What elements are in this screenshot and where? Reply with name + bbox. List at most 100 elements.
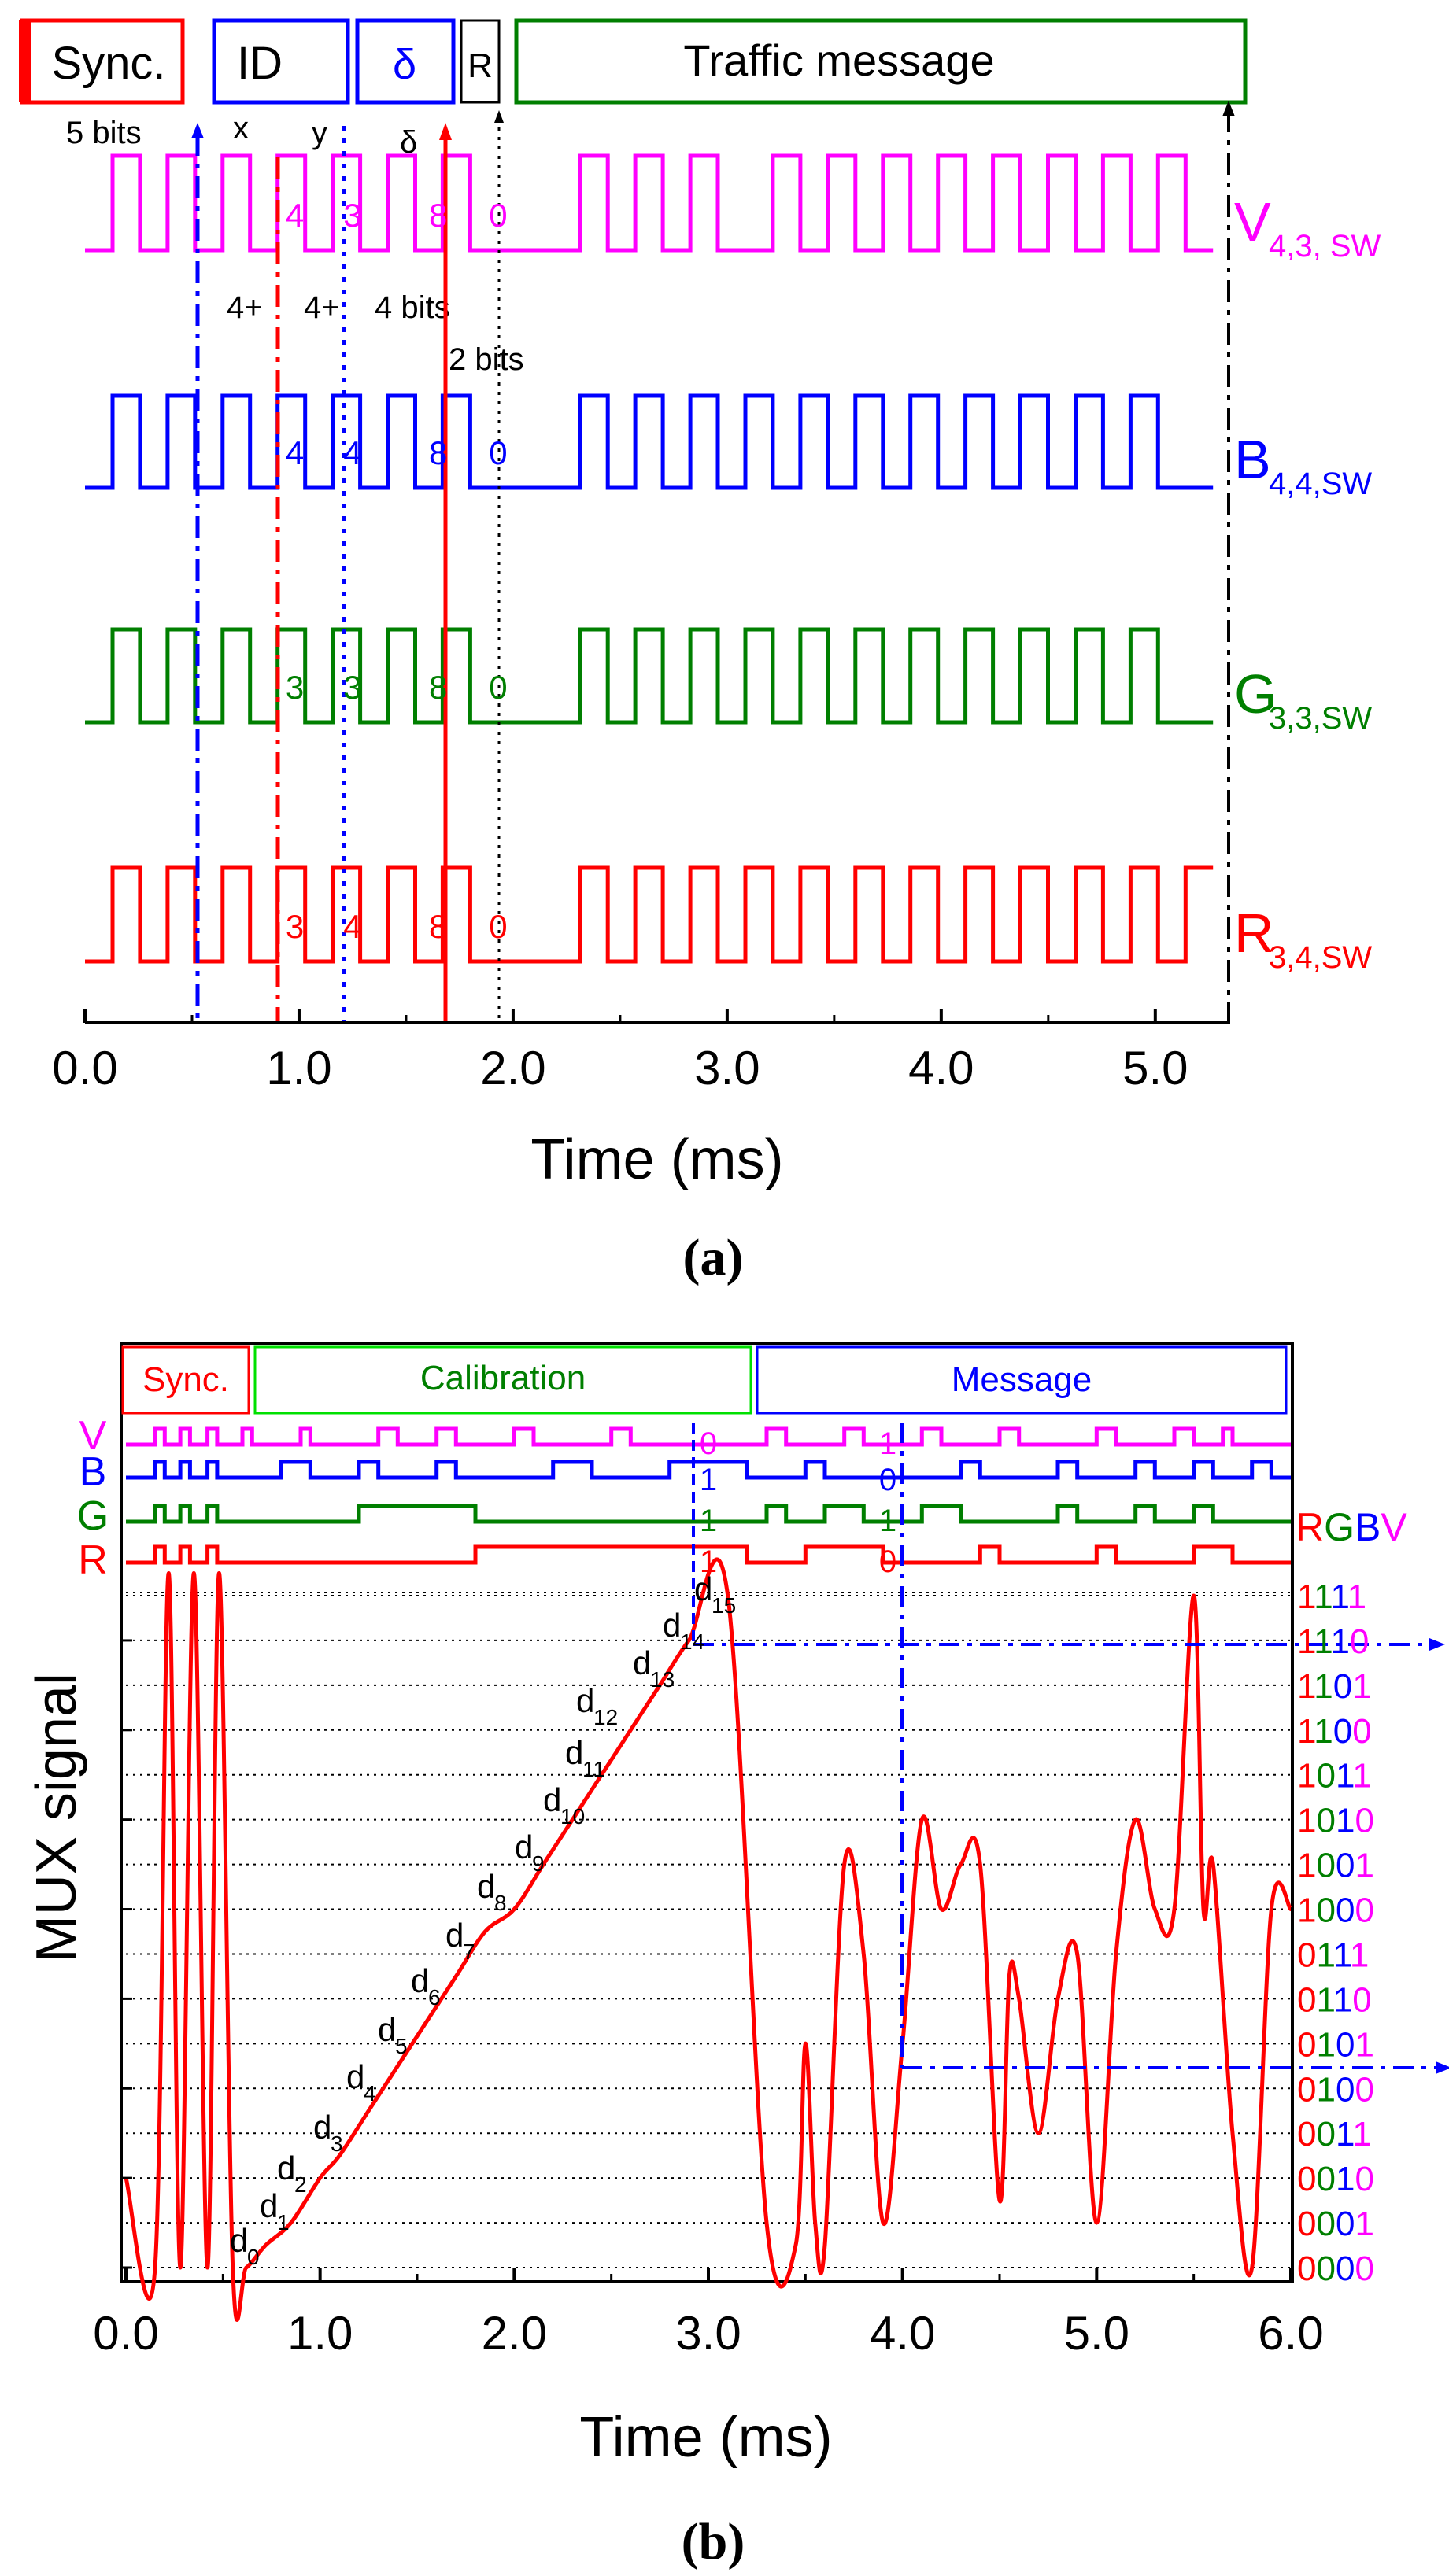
bit-mark: 0 <box>879 1463 896 1497</box>
calibration-step-sub: 13 <box>650 1667 675 1692</box>
calibration-step-sub: 12 <box>593 1705 618 1729</box>
code-label: 0010 <box>1297 2160 1374 2198</box>
bit-mark: 1 <box>700 1544 717 1579</box>
channel-digit: 8 <box>429 908 447 945</box>
channel-label-sub: 3,3,SW <box>1269 701 1372 736</box>
reference-lines-b <box>692 1423 1449 2074</box>
calibration-step-sub: 9 <box>532 1851 545 1876</box>
sync-label: Sync. <box>51 38 165 89</box>
calibration-step-sub: 15 <box>712 1593 736 1618</box>
calibration-step-label: d <box>378 2011 396 2048</box>
x-tick-label: 2.0 <box>480 1042 545 1094</box>
calibration-step-label: d <box>230 2222 248 2259</box>
traffic-box <box>514 18 1248 105</box>
mini-channel-trace <box>126 1460 1291 1480</box>
code-label: 0111 <box>1297 1936 1369 1974</box>
channel-label-sub: 3,4,SW <box>1269 940 1372 975</box>
mux-signal-line <box>124 1557 1293 2322</box>
calibration-step-label: d <box>543 1781 561 1818</box>
channel-digit: 4 <box>343 908 361 945</box>
waveform-r <box>85 865 1214 964</box>
channel-digit: 0 <box>489 434 507 471</box>
x-tick-label: 0.0 <box>93 2307 158 2360</box>
calibration-step-label: d <box>663 1607 681 1644</box>
channel-label-v: V <box>1234 191 1271 253</box>
sync-box-b <box>121 1345 250 1415</box>
x-tick-label: 4.0 <box>908 1042 974 1094</box>
calibration-step-label: d <box>411 1962 429 1999</box>
annotation-y: y <box>312 116 327 150</box>
x-tick-label: 5.0 <box>1064 2307 1129 2360</box>
calibration-step-label: d <box>576 1682 594 1719</box>
delta-label: δ <box>393 41 416 88</box>
annotation-x: x <box>233 111 249 146</box>
channel-text-a: 4 3 8 0 V4,3, SW 4 4 8 0 B4,4,SW 3 3 8 0 G3,3,SW 3 4 8 0 R3… <box>286 191 1381 975</box>
x-tick-label: 3.0 <box>675 2307 741 2360</box>
waveform-v <box>85 153 1214 253</box>
x-tick-label: 5.0 <box>1122 1042 1188 1094</box>
annotation-5bits: 5 bits <box>66 116 142 150</box>
annotation-id-x-bits: 4+ <box>227 290 263 325</box>
calibration-step-sub: 14 <box>680 1629 704 1654</box>
x-tick-label: 2.0 <box>482 2307 547 2360</box>
mini-channel-trace <box>126 1426 1291 1447</box>
channel-digit: 0 <box>489 908 507 945</box>
level-grid-b <box>126 1592 1291 2268</box>
code-label: 1100 <box>1297 1712 1372 1751</box>
x-tick-label: 1.0 <box>287 2307 353 2360</box>
bit-mark: 1 <box>879 1426 896 1461</box>
sync-box-accent <box>19 20 31 102</box>
channel-digit: 8 <box>429 434 447 471</box>
marker-message-arrow <box>1222 101 1235 116</box>
x-ticks-b: 0.0 1.0 2.0 3.0 4.0 5.0 6.0 <box>93 1639 1324 2360</box>
calibration-step-sub: 6 <box>428 1985 441 2010</box>
calibration-box <box>253 1345 752 1415</box>
code-label: 1110 <box>1297 1622 1369 1661</box>
calibration-step-sub: 11 <box>582 1757 605 1781</box>
channel-digit: 3 <box>286 908 304 945</box>
code-label: 0110 <box>1297 1980 1372 2019</box>
calibration-step-sub: 10 <box>560 1804 585 1829</box>
x-tick-label: 4.0 <box>870 2307 935 2360</box>
channel-digit: 4 <box>286 197 304 234</box>
channel-label-g: G <box>1234 663 1277 725</box>
code-label: 1001 <box>1297 1847 1374 1885</box>
x-tick-label: 6.0 <box>1258 2307 1323 2360</box>
code-labels: 0000 0001 0010 0011 0100 0101 0110 0111 1000 1001… <box>1297 1578 1374 2288</box>
marker-r-arrow <box>494 110 504 123</box>
panel-a: Sync. ID δ R Traffic message 5 bits x y … <box>19 18 1381 1286</box>
code-label: 0100 <box>1297 2070 1374 2109</box>
code-label: 0011 <box>1297 2115 1372 2153</box>
code-label: 1010 <box>1297 1802 1374 1840</box>
waveform-g <box>85 627 1214 725</box>
channel-label-b: R <box>78 1537 108 1583</box>
x-axis-label-b: Time (ms) <box>579 2406 832 2469</box>
sync-label-b: Sync. <box>142 1360 229 1399</box>
channel-digit: 0 <box>489 669 507 706</box>
channel-digit: 4 <box>343 434 361 471</box>
annotation-delta: δ <box>400 125 417 160</box>
waveforms-a <box>85 153 1214 964</box>
r-box <box>460 19 501 104</box>
x-tick-label: 1.0 <box>266 1042 331 1094</box>
annotation-delta-bits: 4 bits <box>375 290 450 325</box>
channel-label-sub: 4,3, SW <box>1269 229 1381 264</box>
channel-digit: 0 <box>489 197 507 234</box>
channel-digit: 3 <box>286 669 304 706</box>
y-axis-label-b: MUX signal <box>25 1673 88 1962</box>
waveform-b <box>85 393 1214 490</box>
delta-box <box>355 18 456 105</box>
channel-label-b: B <box>79 1449 107 1495</box>
calibration-step-label: d <box>277 2150 295 2187</box>
channel-label-b: B <box>1234 429 1271 490</box>
calibration-step-sub: 1 <box>277 2210 290 2235</box>
code-label: 1111 <box>1297 1578 1366 1616</box>
bit-mark: 1 <box>700 1463 717 1497</box>
x-tick-label: 3.0 <box>694 1042 760 1094</box>
bit-mark: 1 <box>879 1504 896 1538</box>
r-label: R <box>468 46 493 85</box>
